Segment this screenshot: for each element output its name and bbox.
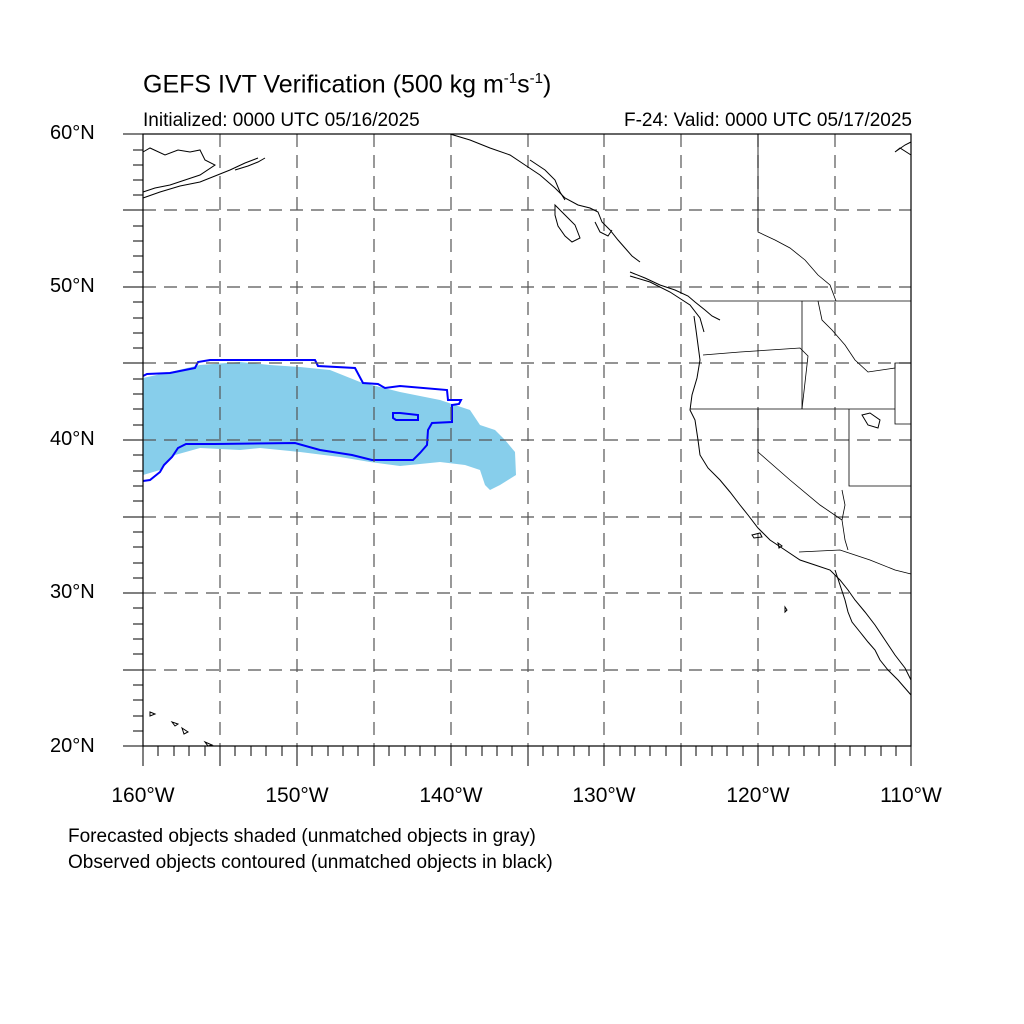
- axis-ticks: [123, 133, 912, 766]
- observed-object-contour: [142, 359, 463, 482]
- lon-label-140w: 140°W: [419, 784, 483, 807]
- forecast-object: [143, 362, 516, 490]
- observed-object-small-contour: [392, 412, 419, 421]
- observed-note: Observed objects contoured (unmatched ob…: [68, 852, 553, 873]
- lat-label-30n: 30°N: [50, 581, 95, 603]
- lat-label-50n: 50°N: [50, 275, 95, 297]
- graticule: [143, 134, 911, 746]
- init-time-label: Initialized: 0000 UTC 05/16/2025: [143, 110, 420, 131]
- coastlines: [142, 133, 912, 747]
- lon-label-130w: 130°W: [572, 784, 636, 807]
- lon-label-160w: 160°W: [111, 784, 175, 807]
- forecast-note: Forecasted objects shaded (unmatched obj…: [68, 826, 536, 847]
- map-title: GEFS IVT Verification (500 kg m-1s-1): [143, 70, 552, 99]
- lat-label-60n: 60°N: [50, 122, 95, 144]
- lat-label-40n: 40°N: [50, 428, 95, 450]
- political-borders: [690, 134, 912, 575]
- lon-label-110w: 110°W: [880, 784, 942, 807]
- lat-label-20n: 20°N: [50, 735, 95, 757]
- lon-label-120w: 120°W: [726, 784, 790, 807]
- lon-label-150w: 150°W: [265, 784, 329, 807]
- valid-time-label: F-24: Valid: 0000 UTC 05/17/2025: [624, 110, 912, 131]
